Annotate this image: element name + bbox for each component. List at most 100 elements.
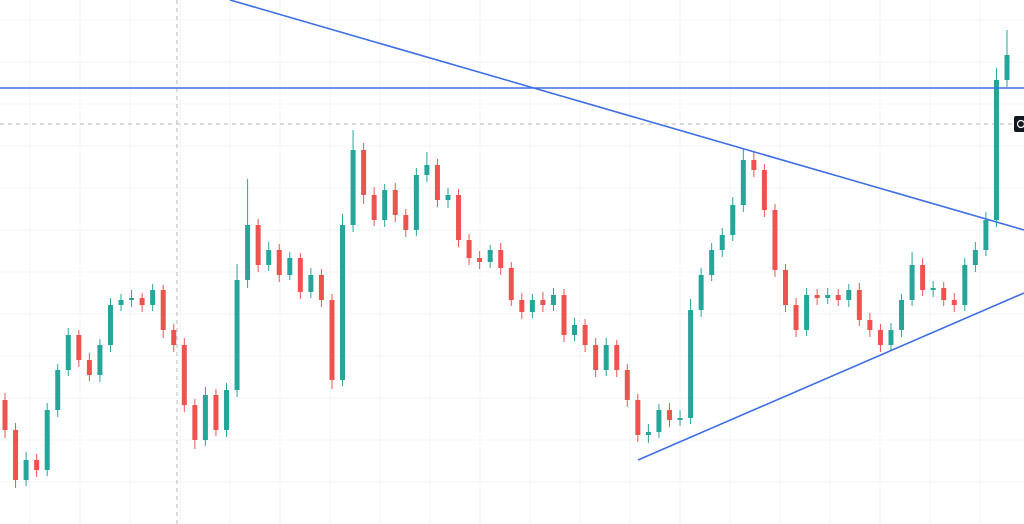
candle-body [139,298,145,305]
candle-body [593,345,599,370]
candle-body [582,325,588,345]
candle-body [635,400,641,435]
candle-body [234,280,240,390]
candle-body [107,305,113,345]
candle-body [825,295,831,298]
candle-body [477,258,483,262]
candle-body [498,250,504,268]
candle-body [382,190,388,220]
candle-body [445,195,451,200]
trendline-lower[interactable] [637,292,1024,461]
candle-body [245,225,251,280]
candle-body [519,300,525,312]
candle-body [846,290,852,300]
candle-body [118,300,124,305]
candle-body [740,160,746,205]
price-marker-icon[interactable] [1014,116,1024,132]
candle-body [202,395,208,440]
candle-body [86,360,92,375]
candle-body [55,370,61,410]
candle-body [2,400,8,430]
candle-body [487,250,493,262]
candle-body [266,250,272,265]
candle-body [920,265,926,290]
candle-body [677,418,683,420]
candle-body [688,310,694,418]
candle-body [403,215,409,230]
candle-body [329,300,335,380]
candle-body [466,240,472,258]
candle-body [308,275,314,292]
candle-body [983,220,989,250]
candle-body [761,170,767,210]
candle-body [192,405,198,440]
candle-body [814,295,820,298]
candle-body [287,258,293,275]
candle-body [951,300,957,305]
candle-body [223,390,229,430]
candle-body [550,295,556,305]
candle-body [13,430,19,480]
candle-body [867,320,873,330]
candle-body [434,165,440,200]
candle-body [561,295,567,335]
candle-body [993,80,999,220]
price-marker-glyph [1016,119,1024,129]
candle-body [529,300,535,312]
candle-body [297,258,303,292]
candle-body [856,290,862,320]
candle-body [624,370,630,400]
candle-body [129,298,135,300]
candle-body [730,205,736,235]
candle-body [877,330,883,345]
candle-body [899,300,905,330]
candle-body [941,288,947,300]
candle-body [23,460,29,480]
candle-body [793,305,799,330]
candle-body [508,268,514,300]
candle-body [614,345,620,370]
candle-body [909,265,915,300]
candle-body [150,290,156,305]
candle-body [783,270,789,305]
candle-body [160,290,166,330]
candle-body [371,195,377,220]
candle-body [213,395,219,430]
candle-body [1004,55,1010,80]
candle-body [645,432,651,435]
candle-body [709,250,715,275]
candle-body [456,195,462,240]
candle-body [572,325,578,335]
candle-body [350,150,356,225]
candle-body [171,330,177,345]
candle-body [76,335,82,360]
candle-body [392,190,398,215]
trendline-upper[interactable] [229,0,1024,231]
candle-body [34,460,40,470]
candle-body [719,235,725,250]
candle-body [97,345,103,375]
candle-body [424,165,430,175]
candle-body [962,265,968,305]
candle-body [276,250,282,275]
candle-body [361,150,367,195]
candle-body [44,410,50,470]
candle-body [972,250,978,265]
candle-body [804,295,810,330]
candle-body [65,335,71,370]
candle-body [666,410,672,420]
candle-body [603,345,609,370]
candle-body [318,275,324,300]
candle-body [413,175,419,230]
candle-body [181,345,187,405]
candle-body [540,300,546,305]
candle-body [255,225,261,265]
candle-body [656,410,662,432]
candle-body [888,330,894,345]
candle-body [835,295,841,300]
candle-body [772,210,778,270]
candle-body [930,288,936,290]
candle-body [698,275,704,310]
